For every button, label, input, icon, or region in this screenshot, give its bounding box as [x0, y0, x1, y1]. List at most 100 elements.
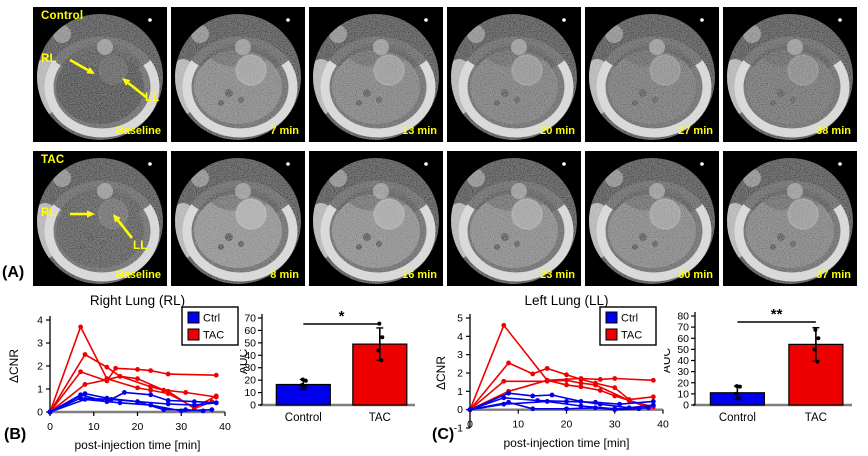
svg-text:5: 5	[457, 313, 463, 325]
svg-text:30: 30	[677, 366, 689, 378]
svg-text:Ctrl: Ctrl	[203, 313, 220, 325]
time-label: 38 min	[816, 125, 851, 137]
svg-text:0: 0	[250, 400, 256, 412]
panel-b-label: (B)	[4, 426, 27, 443]
svg-text:80: 80	[677, 311, 689, 323]
rl-arrow-icon	[69, 58, 95, 74]
svg-text:10: 10	[244, 387, 256, 399]
svg-text:40: 40	[244, 350, 256, 362]
mri-scan-image	[723, 7, 857, 142]
ll-arrow-icon	[113, 214, 134, 239]
time-label: 7 min	[270, 125, 299, 137]
svg-text:TAC: TAC	[369, 412, 391, 424]
svg-text:0: 0	[37, 407, 43, 419]
mri-frame: 7 min	[171, 7, 305, 142]
time-label: 37 min	[816, 269, 851, 281]
time-label: 13 min	[402, 125, 437, 137]
group-label: Control	[41, 10, 84, 22]
ll-cnr-chart: -1 0 1 2 3 4 5 0 10 20 30 40 Left Lung (LL) ΔCNR post-…	[434, 293, 669, 450]
mri-scan-image	[309, 7, 443, 142]
panel-c-label: (C)	[432, 426, 455, 443]
mri-scan-image	[309, 151, 443, 286]
time-label: 27 min	[678, 125, 713, 137]
mri-frame: 23 min	[447, 151, 581, 286]
svg-text:**: **	[771, 306, 783, 323]
ll-arrow-icon	[122, 78, 147, 99]
svg-text:30: 30	[609, 419, 621, 431]
mri-row-tac: TAC RL LL Baseline 8 min	[33, 151, 857, 286]
mri-frame: 27 min	[585, 7, 719, 142]
mri-scan-image	[171, 7, 305, 142]
svg-text:ΔCNR: ΔCNR	[434, 356, 448, 390]
svg-text:3: 3	[37, 338, 43, 350]
svg-text:10: 10	[677, 388, 689, 400]
mri-scan-image	[447, 7, 581, 142]
svg-text:10: 10	[512, 419, 524, 431]
svg-text:60: 60	[244, 325, 256, 337]
time-label: 8 min	[270, 269, 299, 281]
svg-text:TAC: TAC	[805, 412, 827, 424]
ll-label: LL	[133, 240, 148, 252]
svg-text:50: 50	[244, 337, 256, 349]
time-label: Baseline	[115, 125, 161, 137]
ll-label: LL	[145, 92, 160, 104]
mri-frame: Control RL LL Baseline	[33, 7, 167, 142]
mri-scan-image	[723, 151, 857, 286]
mri-scan-image	[585, 7, 719, 142]
mri-frame: 13 min	[309, 7, 443, 142]
svg-text:40: 40	[677, 355, 689, 367]
svg-text:Control: Control	[719, 412, 756, 424]
time-label: 16 min	[402, 269, 437, 281]
rl-label: RL	[41, 207, 57, 219]
time-label: Baseline	[115, 269, 161, 281]
mri-scan-image	[447, 151, 581, 286]
svg-text:3: 3	[457, 349, 463, 361]
svg-text:50: 50	[677, 344, 689, 356]
mri-frame: 38 min	[723, 7, 857, 142]
svg-text:20: 20	[132, 421, 144, 433]
svg-text:20: 20	[677, 377, 689, 389]
svg-text:post-injection time [min]: post-injection time [min]	[74, 438, 200, 452]
mri-frame: 8 min	[171, 151, 305, 286]
mri-row-control: Control RL LL Baseline 7 min	[33, 7, 857, 142]
svg-text:-1: -1	[454, 423, 463, 435]
svg-text:2: 2	[457, 368, 463, 380]
svg-text:30: 30	[175, 421, 187, 433]
svg-text:0: 0	[457, 404, 463, 416]
svg-text:Ctrl: Ctrl	[621, 313, 638, 325]
svg-text:0: 0	[47, 421, 53, 433]
svg-text:Control: Control	[285, 412, 322, 424]
mri-scan-image	[585, 151, 719, 286]
svg-text:1: 1	[37, 384, 43, 396]
svg-text:20: 20	[244, 375, 256, 387]
mri-frame: 30 min	[585, 151, 719, 286]
mri-scan-image	[171, 151, 305, 286]
svg-text:70: 70	[244, 313, 256, 325]
svg-text:post-injection time [min]: post-injection time [min]	[503, 436, 629, 450]
svg-text:1: 1	[457, 386, 463, 398]
svg-text:AUC: AUC	[240, 349, 250, 375]
mri-frame: TAC RL LL Baseline	[33, 151, 167, 286]
time-label: 30 min	[678, 269, 713, 281]
time-label: 23 min	[540, 269, 575, 281]
svg-text:70: 70	[677, 322, 689, 334]
svg-text:Left Lung (LL): Left Lung (LL)	[524, 293, 608, 308]
svg-text:10: 10	[88, 421, 100, 433]
time-label: 20 min	[540, 125, 575, 137]
svg-text:0: 0	[467, 419, 473, 431]
mri-scan-image	[33, 151, 167, 286]
svg-text:40: 40	[657, 419, 669, 431]
svg-text:30: 30	[244, 362, 256, 374]
svg-text:60: 60	[677, 333, 689, 345]
mri-frame: 37 min	[723, 151, 857, 286]
mri-scan-image	[33, 7, 167, 142]
group-label: TAC	[41, 154, 65, 166]
panel-a-label: (A)	[2, 264, 25, 281]
svg-text:2: 2	[37, 361, 43, 373]
rl-label: RL	[41, 53, 57, 65]
svg-text:4: 4	[37, 315, 43, 327]
svg-text:0: 0	[683, 400, 689, 412]
